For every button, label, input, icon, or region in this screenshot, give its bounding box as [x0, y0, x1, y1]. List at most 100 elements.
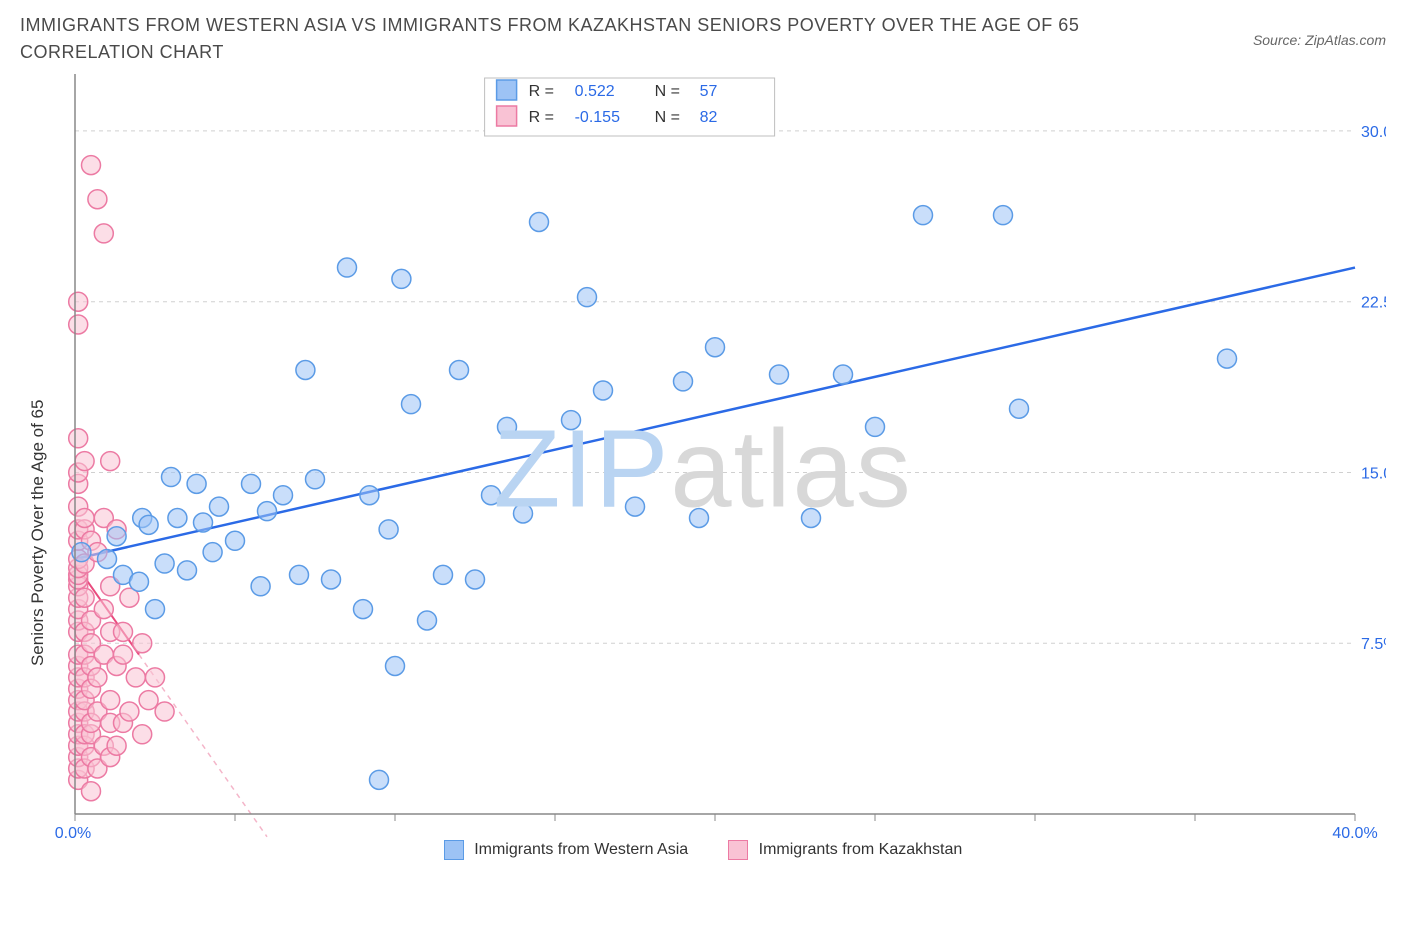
- data-point: [133, 725, 152, 744]
- legend-n-label: N =: [655, 109, 680, 126]
- data-point: [162, 468, 181, 487]
- scatter-chart: 7.5%15.0%22.5%30.0%0.0%40.0%Seniors Pove…: [20, 74, 1386, 864]
- data-point: [418, 611, 437, 630]
- data-point: [187, 474, 206, 493]
- data-point: [402, 395, 421, 414]
- data-point: [706, 338, 725, 357]
- data-point: [82, 782, 101, 801]
- data-point: [296, 361, 315, 380]
- data-point: [434, 565, 453, 584]
- data-point: [866, 417, 885, 436]
- legend-bottom-item: Immigrants from Western Asia: [444, 840, 688, 860]
- legend-swatch-icon: [444, 840, 464, 860]
- data-point: [133, 634, 152, 653]
- data-point: [498, 417, 517, 436]
- data-point: [69, 292, 88, 311]
- data-point: [322, 570, 341, 589]
- data-point: [386, 657, 405, 676]
- legend-bottom: Immigrants from Western Asia Immigrants …: [20, 840, 1386, 864]
- y-axis-label: Seniors Poverty Over the Age of 65: [28, 400, 47, 666]
- y-tick-label: 15.0%: [1361, 465, 1386, 482]
- legend-r-label: R =: [529, 83, 554, 100]
- data-point: [626, 497, 645, 516]
- title-bar: IMMIGRANTS FROM WESTERN ASIA VS IMMIGRAN…: [0, 0, 1406, 74]
- data-point: [94, 600, 113, 619]
- data-point: [75, 452, 94, 471]
- data-point: [482, 486, 501, 505]
- legend-n-label: N =: [655, 83, 680, 100]
- data-point: [578, 288, 597, 307]
- data-point: [802, 509, 821, 528]
- data-point: [290, 565, 309, 584]
- data-point: [101, 691, 120, 710]
- data-point: [69, 429, 88, 448]
- data-point: [226, 531, 245, 550]
- data-point: [168, 509, 187, 528]
- data-point: [562, 411, 581, 430]
- chart-container: 7.5%15.0%22.5%30.0%0.0%40.0%Seniors Pove…: [20, 74, 1386, 864]
- data-point: [88, 190, 107, 209]
- data-point: [674, 372, 693, 391]
- y-tick-label: 30.0%: [1361, 124, 1386, 141]
- legend-n-value: 57: [700, 83, 718, 100]
- data-point: [139, 515, 158, 534]
- data-point: [242, 474, 261, 493]
- data-point: [258, 502, 277, 521]
- data-point: [94, 224, 113, 243]
- data-point: [75, 588, 94, 607]
- legend-swatch-icon: [728, 840, 748, 860]
- data-point: [466, 570, 485, 589]
- data-point: [114, 622, 133, 641]
- legend-swatch-icon: [497, 80, 517, 100]
- data-point: [126, 668, 145, 687]
- data-point: [594, 381, 613, 400]
- data-point: [101, 452, 120, 471]
- data-point: [450, 361, 469, 380]
- data-point: [514, 504, 533, 523]
- data-point: [146, 600, 165, 619]
- data-point: [69, 315, 88, 334]
- data-point: [338, 258, 357, 277]
- legend-r-value: -0.155: [575, 109, 620, 126]
- data-point: [203, 543, 222, 562]
- data-point: [194, 513, 213, 532]
- legend-r-value: 0.522: [575, 83, 615, 100]
- data-point: [120, 702, 139, 721]
- data-point: [107, 527, 126, 546]
- data-point: [994, 206, 1013, 225]
- data-point: [210, 497, 229, 516]
- data-point: [75, 509, 94, 528]
- legend-bottom-item: Immigrants from Kazakhstan: [728, 840, 962, 860]
- data-point: [88, 668, 107, 687]
- data-point: [354, 600, 373, 619]
- data-point: [360, 486, 379, 505]
- data-point: [834, 365, 853, 384]
- data-point: [107, 736, 126, 755]
- data-point: [98, 549, 117, 568]
- data-point: [370, 770, 389, 789]
- data-point: [130, 572, 149, 591]
- data-point: [392, 269, 411, 288]
- data-point: [82, 156, 101, 175]
- data-point: [690, 509, 709, 528]
- legend-swatch-icon: [497, 106, 517, 126]
- data-point: [155, 554, 174, 573]
- data-point: [251, 577, 270, 596]
- data-point: [770, 365, 789, 384]
- data-point: [379, 520, 398, 539]
- data-point: [530, 213, 549, 232]
- legend-r-label: R =: [529, 109, 554, 126]
- data-point: [1218, 349, 1237, 368]
- legend-n-value: 82: [700, 109, 718, 126]
- data-point: [146, 668, 165, 687]
- data-point: [274, 486, 293, 505]
- chart-title: IMMIGRANTS FROM WESTERN ASIA VS IMMIGRAN…: [20, 12, 1120, 66]
- data-point: [139, 691, 158, 710]
- data-point: [114, 645, 133, 664]
- data-point: [155, 702, 174, 721]
- data-point: [178, 561, 197, 580]
- source-credit: Source: ZipAtlas.com: [1253, 32, 1386, 48]
- data-point: [306, 470, 325, 489]
- legend-label: Immigrants from Kazakhstan: [759, 841, 963, 858]
- y-tick-label: 22.5%: [1361, 295, 1386, 312]
